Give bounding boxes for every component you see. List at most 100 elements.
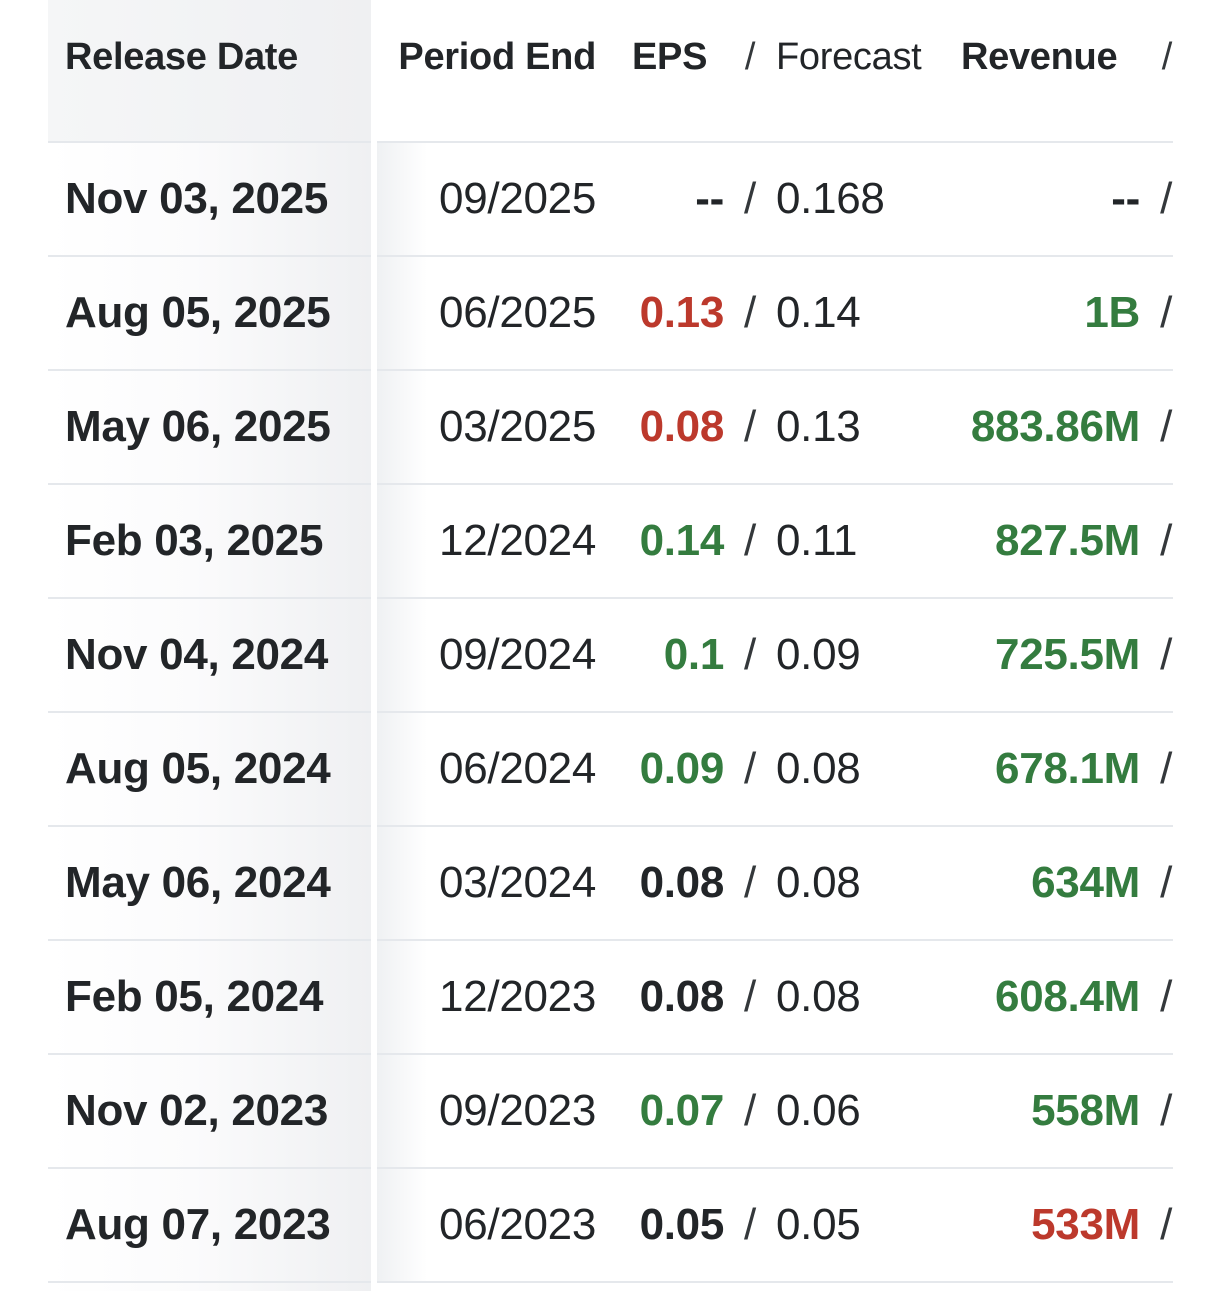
eps-actual-cell: -- [610, 143, 724, 257]
table-row[interactable]: Aug 07, 2023 06/2023 0.05 / 0.05 533M / [48, 1169, 1173, 1283]
eps-forecast-value: 0.08 [776, 744, 860, 794]
period-end-cell: 06/2024 [377, 713, 610, 827]
revenue-actual-value: 827.5M [995, 516, 1140, 566]
revenue-slash-cell: / [1140, 1169, 1173, 1283]
period-end-cell: 03/2024 [377, 827, 610, 941]
release-date-cell: Nov 04, 2024 [48, 599, 371, 713]
eps-actual-value: 0.05 [640, 1200, 724, 1250]
period-end-cell: 09/2023 [377, 1055, 610, 1169]
slash-separator: / [1160, 402, 1172, 452]
eps-forecast-value: 0.06 [776, 1086, 860, 1136]
table-row[interactable]: Nov 03, 2025 09/2025 -- / 0.168 -- / [48, 143, 1173, 257]
release-date-value: Nov 02, 2023 [65, 1086, 328, 1136]
eps-forecast-cell: 0.11 [776, 485, 930, 599]
release-date-value: Nov 04, 2024 [65, 630, 328, 680]
eps-slash-cell: / [724, 143, 776, 257]
eps-actual-value: 0.08 [640, 402, 724, 452]
table-row[interactable]: Nov 04, 2024 09/2024 0.1 / 0.09 725.5M / [48, 599, 1173, 713]
eps-slash-cell: / [724, 941, 776, 1055]
period-end-value: 06/2024 [439, 744, 596, 794]
slash-separator: / [1160, 744, 1172, 794]
period-end-cell: 12/2023 [377, 941, 610, 1055]
period-end-value: 06/2023 [439, 1200, 596, 1250]
slash-separator: / [1160, 288, 1172, 338]
slash-separator: / [1160, 174, 1172, 224]
revenue-actual-cell: 533M [930, 1169, 1140, 1283]
eps-actual-cell: 0.08 [610, 827, 724, 941]
slash-separator: / [1160, 630, 1172, 680]
row-remainder [377, 1283, 1173, 1291]
eps-actual-cell: 0.07 [610, 1055, 724, 1169]
eps-actual-cell: 0.1 [610, 599, 724, 713]
table-row[interactable]: Feb 05, 2024 12/2023 0.08 / 0.08 608.4M … [48, 941, 1173, 1055]
release-date-cell: Feb 05, 2024 [48, 941, 371, 1055]
revenue-actual-value: 883.86M [971, 402, 1140, 452]
release-date-cell: May 06, 2024 [48, 827, 371, 941]
header-forecast-cell: Forecast [776, 0, 930, 143]
eps-actual-value: -- [695, 174, 724, 224]
table-row[interactable]: Feb 03, 2025 12/2024 0.14 / 0.11 827.5M … [48, 485, 1173, 599]
eps-forecast-cell: 0.08 [776, 827, 930, 941]
period-end-cell: 09/2024 [377, 599, 610, 713]
slash-separator: / [744, 630, 756, 680]
revenue-actual-cell: 558M [930, 1055, 1140, 1169]
eps-slash-cell: / [724, 371, 776, 485]
next-row-peek [48, 1283, 1173, 1291]
header-forecast: Forecast [776, 36, 921, 79]
header-revenue-slash-cell: / [1140, 0, 1173, 143]
period-end-cell: 09/2025 [377, 143, 610, 257]
slash-separator: / [744, 516, 756, 566]
revenue-slash-cell: / [1140, 941, 1173, 1055]
release-date-cell: May 06, 2025 [48, 371, 371, 485]
release-date-cell: Nov 02, 2023 [48, 1055, 371, 1169]
eps-actual-value: 0.09 [640, 744, 724, 794]
eps-forecast-cell: 0.08 [776, 713, 930, 827]
table-row[interactable]: May 06, 2024 03/2024 0.08 / 0.08 634M / [48, 827, 1173, 941]
eps-forecast-value: 0.09 [776, 630, 860, 680]
release-date-value: May 06, 2024 [65, 858, 331, 908]
eps-actual-value: 0.14 [640, 516, 724, 566]
table-row[interactable]: Aug 05, 2024 06/2024 0.09 / 0.08 678.1M … [48, 713, 1173, 827]
eps-forecast-value: 0.13 [776, 402, 860, 452]
release-date-value: Feb 03, 2025 [65, 516, 323, 566]
header-period-end-cell: Period End [377, 0, 610, 143]
slash-separator: / [1160, 1086, 1172, 1136]
eps-actual-cell: 0.05 [610, 1169, 724, 1283]
eps-actual-value: 0.08 [640, 858, 724, 908]
eps-forecast-cell: 0.13 [776, 371, 930, 485]
table-row[interactable]: Aug 05, 2025 06/2025 0.13 / 0.14 1B / [48, 257, 1173, 371]
period-end-value: 06/2025 [439, 288, 596, 338]
eps-forecast-cell: 0.05 [776, 1169, 930, 1283]
header-release-date-cell: Release Date [48, 0, 371, 143]
release-date-cell [48, 1283, 371, 1291]
eps-actual-cell: 0.14 [610, 485, 724, 599]
table-row[interactable]: May 06, 2025 03/2025 0.08 / 0.13 883.86M… [48, 371, 1173, 485]
revenue-slash-cell: / [1140, 371, 1173, 485]
period-end-value: 09/2025 [439, 174, 596, 224]
period-end-value: 03/2024 [439, 858, 596, 908]
eps-slash-cell: / [724, 827, 776, 941]
slash-separator: / [1160, 1200, 1172, 1250]
header-revenue-cell: Revenue [930, 0, 1140, 143]
period-end-value: 09/2024 [439, 630, 596, 680]
eps-slash-cell: / [724, 1055, 776, 1169]
eps-forecast-cell: 0.06 [776, 1055, 930, 1169]
release-date-value: Aug 07, 2023 [65, 1200, 330, 1250]
eps-slash-cell: / [724, 713, 776, 827]
release-date-value: Aug 05, 2024 [65, 744, 330, 794]
release-date-cell: Nov 03, 2025 [48, 143, 371, 257]
eps-slash-cell: / [724, 485, 776, 599]
release-date-value: Feb 05, 2024 [65, 972, 323, 1022]
revenue-actual-cell: 1B [930, 257, 1140, 371]
period-end-cell: 12/2024 [377, 485, 610, 599]
revenue-slash-cell: / [1140, 143, 1173, 257]
eps-forecast-cell: 0.08 [776, 941, 930, 1055]
eps-forecast-cell: 0.168 [776, 143, 930, 257]
revenue-actual-value: -- [1111, 174, 1140, 224]
slash-separator: / [1160, 858, 1172, 908]
revenue-actual-cell: 608.4M [930, 941, 1140, 1055]
table-row[interactable]: Nov 02, 2023 09/2023 0.07 / 0.06 558M / [48, 1055, 1173, 1169]
slash-separator: / [1162, 36, 1172, 79]
eps-forecast-value: 0.168 [776, 174, 885, 224]
period-end-cell: 06/2023 [377, 1169, 610, 1283]
